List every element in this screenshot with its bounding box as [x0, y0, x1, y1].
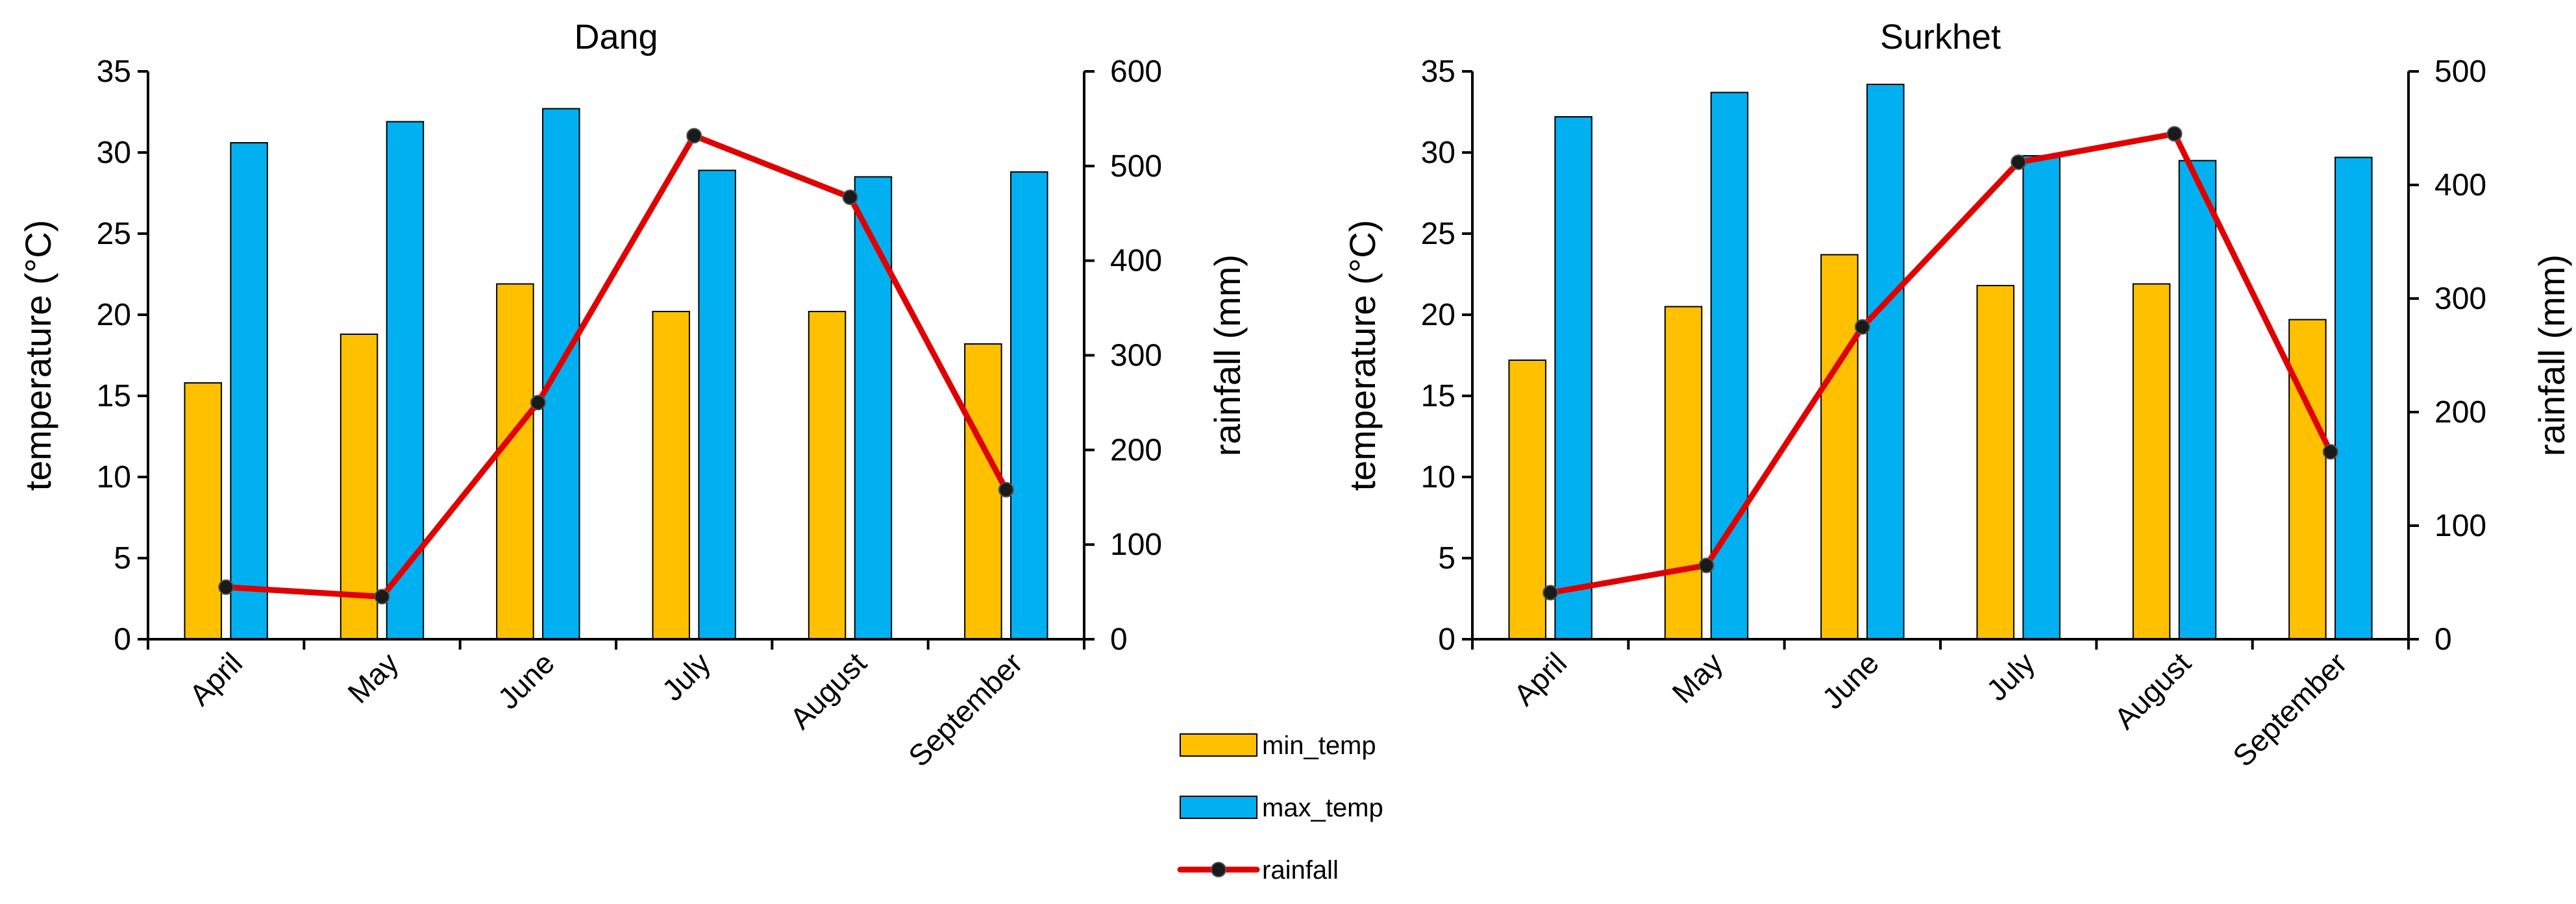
y2-tick-label: 500 [2434, 55, 2486, 89]
y-tick-label: 0 [1438, 622, 1455, 657]
rainfall-point-may [1698, 557, 1715, 574]
bar-max-temp-april [230, 142, 268, 640]
x-tick-label-april: April [1507, 646, 1573, 712]
rainfall-point-april [218, 579, 234, 595]
y-tick-label: 35 [1421, 55, 1455, 89]
y-tick-label: 5 [1438, 541, 1455, 576]
y-tick-label: 30 [1421, 136, 1455, 170]
x-tick-label-july: July [656, 646, 717, 707]
bar-max-temp-may [386, 121, 425, 640]
chart-surkhet: Surkhet 0 5 10 15 20 25 30 35 0 100 200 300 400 500 Apr… [1342, 18, 2572, 773]
y-axis-title: temperature (°C) [1342, 220, 1383, 491]
bar-max-temp-august [854, 176, 893, 640]
bar-min-temp-june [1820, 254, 1859, 640]
bar-min-temp-august [808, 311, 847, 640]
bar-max-temp-july [2022, 155, 2061, 640]
chart-title: Dang [574, 18, 658, 56]
y-tick-label: 15 [1421, 379, 1455, 413]
legend-label-rainfall: rainfall [1262, 856, 1339, 885]
bar-min-temp-june [496, 283, 534, 640]
x-tick-label-may: May [341, 646, 404, 709]
rainfall-point-september [2322, 444, 2338, 460]
rainfall-point-september [998, 482, 1014, 498]
x-tick-label-september: September [2226, 646, 2353, 773]
bar-min-temp-july [652, 311, 690, 640]
rainfall-point-august [842, 189, 858, 205]
y2-tick-label: 100 [2434, 509, 2486, 543]
x-tick-label-june: June [1816, 646, 1885, 715]
x-tick-label-june: June [491, 646, 561, 715]
y2-tick-label: 400 [1110, 244, 1162, 278]
legend: min_temp max_temp rainfall [1177, 731, 1383, 885]
bar-min-temp-april [1508, 360, 1546, 640]
bar-max-temp-may [1710, 92, 1749, 640]
bar-max-temp-june [542, 108, 580, 640]
y2-tick-label: 0 [1110, 622, 1128, 657]
rainfall-point-june [530, 395, 546, 411]
y2-tick-label: 300 [2434, 282, 2486, 316]
y-tick-label: 10 [1421, 460, 1455, 495]
y2-tick-label: 600 [1110, 55, 1162, 89]
y-tick-label: 20 [97, 298, 131, 332]
bar-min-temp-may [1664, 306, 1703, 640]
bar-min-temp-may [340, 334, 378, 640]
rainfall-point-may [374, 589, 390, 605]
y-tick-label: 35 [97, 55, 131, 89]
chart-dang: Dang 0 5 10 15 20 25 30 35 0 100 200 300 400 500 600 Apr… [18, 18, 1248, 773]
bar-max-temp-september [2334, 156, 2373, 640]
legend-swatch-min-temp [1180, 733, 1257, 757]
x-tick-label-august: August [784, 646, 873, 735]
legend-label-min-temp: min_temp [1262, 731, 1376, 760]
y2-tick-label: 200 [1110, 433, 1162, 467]
bar-max-temp-july [698, 169, 736, 640]
rainfall-line [223, 132, 1009, 600]
rainfall-point-april [1542, 585, 1559, 601]
bar-min-temp-april [184, 382, 222, 640]
y-tick-label: 20 [1421, 298, 1455, 332]
y-axis-title: temperature (°C) [18, 220, 58, 491]
y-tick-label: 0 [114, 622, 131, 657]
bar-min-temp-september [2288, 319, 2327, 640]
legend-label-max-temp: max_temp [1262, 794, 1383, 822]
y2-tick-label: 300 [1110, 339, 1162, 373]
bar-max-temp-september [1010, 171, 1048, 640]
y2-tick-label: 400 [2434, 168, 2486, 202]
x-tick-label-august: August [2108, 646, 2198, 735]
rainfall-point-july [686, 128, 702, 144]
chart-title: Surkhet [1880, 18, 2001, 56]
rainfall-point-june [1854, 319, 1870, 335]
y2-axis-title: rainfall (mm) [1207, 254, 1248, 456]
bar-max-temp-april [1554, 116, 1592, 640]
y-tick-label: 5 [114, 541, 131, 576]
x-tick-label-july: July [1980, 646, 2042, 707]
bar-max-temp-june [1866, 84, 1905, 640]
bar-min-temp-september [964, 343, 1002, 640]
y2-tick-label: 500 [1110, 149, 1162, 184]
x-tick-label-may: May [1665, 646, 1729, 709]
y2-axis-title: rainfall (mm) [2531, 254, 2572, 456]
legend-swatch-max-temp [1180, 796, 1257, 819]
y-tick-label: 10 [97, 460, 131, 495]
y2-tick-label: 100 [1110, 528, 1162, 562]
x-tick-label-april: April [182, 646, 249, 712]
y2-tick-label: 200 [2434, 395, 2486, 430]
rainfall-line [1547, 130, 2334, 596]
rainfall-point-july [2011, 154, 2027, 170]
bar-min-temp-july [1976, 285, 2014, 640]
y-tick-label: 25 [1421, 217, 1455, 251]
rainfall-point-august [2166, 126, 2183, 142]
legend-marker-rainfall [1211, 862, 1226, 877]
bar-max-temp-august [2178, 160, 2217, 640]
bar-min-temp-august [2132, 283, 2171, 640]
y-tick-label: 30 [97, 136, 131, 170]
y-tick-label: 15 [97, 379, 131, 413]
x-tick-label-september: September [902, 646, 1029, 773]
y-tick-label: 25 [97, 217, 131, 251]
y2-tick-label: 0 [2434, 622, 2452, 657]
